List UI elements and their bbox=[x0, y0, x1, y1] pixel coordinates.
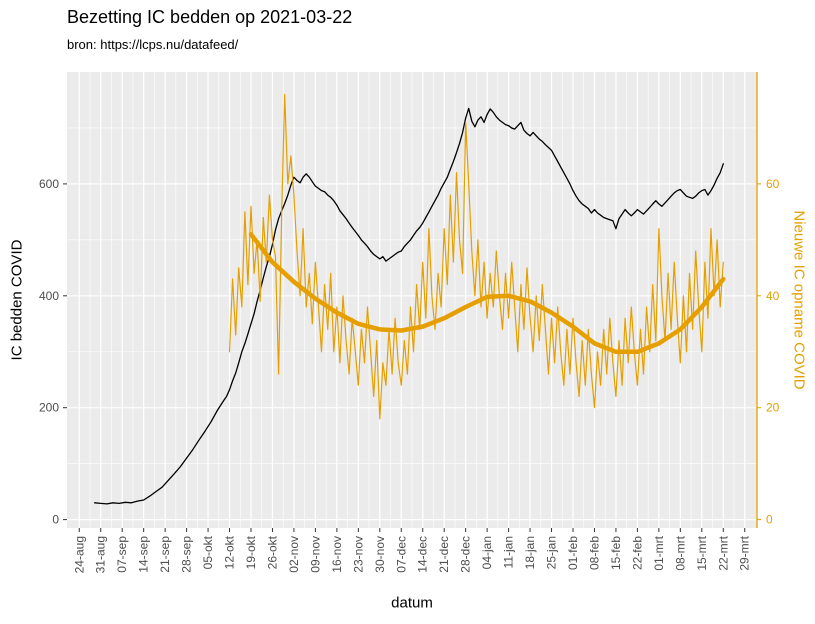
left-y-tick-label: 0 bbox=[52, 513, 59, 527]
left-y-tick-labels: 0 200 400 600 bbox=[39, 177, 59, 527]
x-tick-label: 08-feb bbox=[587, 536, 601, 570]
admissions-trend-line bbox=[248, 232, 726, 355]
x-tick-label: 18-jan bbox=[523, 536, 537, 569]
x-tick-label: 11-jan bbox=[502, 536, 516, 568]
x-tick-label: 07-sep bbox=[115, 536, 129, 573]
x-tick-label: 14-sep bbox=[137, 536, 151, 573]
x-tick-label: 26-okt bbox=[265, 535, 279, 569]
x-tick-label: 08-mrt bbox=[673, 535, 687, 570]
x-tick-label: 04-jan bbox=[480, 536, 494, 569]
x-tick-label: 31-aug bbox=[94, 536, 108, 573]
right-tick-marks bbox=[757, 183, 761, 521]
x-tick-labels: 24-aug 31-aug 07-sep 14-sep 21-sep 28-sep 05-o… bbox=[72, 535, 751, 573]
x-tick-label: 16-nov bbox=[330, 536, 344, 573]
major-gridlines bbox=[67, 72, 757, 528]
occupancy-line bbox=[93, 107, 724, 505]
minor-gridlines bbox=[67, 72, 757, 528]
x-tick-label: 30-nov bbox=[373, 536, 387, 573]
x-tick-label: 28-sep bbox=[180, 536, 194, 573]
x-tick-label: 02-nov bbox=[287, 536, 301, 573]
x-tick-label: 15-feb bbox=[609, 536, 623, 570]
x-tick-label: 01-feb bbox=[566, 536, 580, 570]
x-axis-title: datum bbox=[391, 594, 433, 612]
right-y-tick-label: 40 bbox=[766, 289, 780, 303]
x-tick-label: 23-nov bbox=[351, 536, 365, 573]
x-tick-label: 25-jan bbox=[545, 536, 559, 569]
x-tick-label: 19-okt bbox=[244, 535, 258, 569]
x-tick-label: 21-sep bbox=[158, 536, 172, 573]
right-y-axis-title: Nieuwe IC opname COVID bbox=[790, 210, 808, 390]
left-y-tick-label: 600 bbox=[39, 177, 59, 191]
x-tick-label: 05-okt bbox=[201, 535, 215, 569]
x-tick-label: 21-dec bbox=[437, 536, 451, 573]
x-tick-label: 09-nov bbox=[308, 536, 322, 573]
left-y-tick-label: 200 bbox=[39, 401, 59, 415]
x-tick-label: 28-dec bbox=[459, 536, 473, 573]
x-tick-label: 29-mrt bbox=[738, 535, 752, 570]
right-y-tick-label: 20 bbox=[766, 401, 780, 415]
x-tick-label: 24-aug bbox=[72, 536, 86, 573]
x-tick-label: 01-mrt bbox=[652, 535, 666, 570]
tick-marks bbox=[63, 183, 746, 532]
x-tick-label: 12-okt bbox=[223, 535, 237, 569]
right-y-tick-label: 0 bbox=[766, 513, 773, 527]
right-y-tick-labels: 0 20 40 60 bbox=[766, 177, 780, 527]
x-tick-label: 14-dec bbox=[416, 536, 430, 573]
x-tick-label: 22-mrt bbox=[716, 535, 730, 570]
x-tick-label: 07-dec bbox=[394, 536, 408, 573]
left-y-axis-title: IC bedden COVID bbox=[8, 239, 26, 361]
chart-title: Bezetting IC bedden op 2021-03-22 bbox=[67, 7, 353, 27]
x-tick-label: 22-feb bbox=[630, 536, 644, 570]
chart-subtitle: bron: https://lcps.nu/datafeed/ bbox=[67, 37, 239, 52]
admissions-line bbox=[228, 93, 724, 420]
x-tick-label: 15-mrt bbox=[695, 535, 709, 570]
right-y-tick-label: 60 bbox=[766, 177, 780, 191]
left-y-tick-label: 400 bbox=[39, 289, 59, 303]
